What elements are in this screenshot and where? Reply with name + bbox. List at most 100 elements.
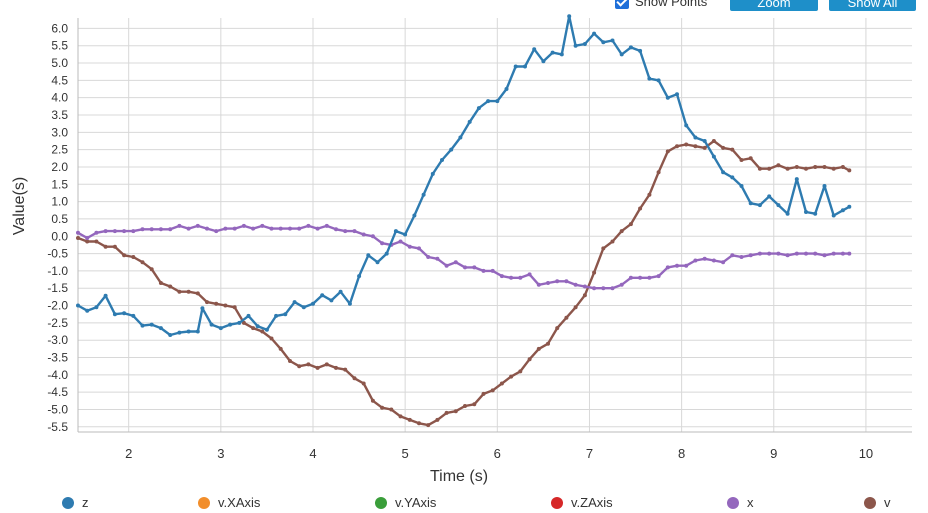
point-z bbox=[255, 324, 260, 329]
point-v bbox=[417, 421, 421, 426]
point-x bbox=[232, 226, 237, 231]
legend-item-v-xaxis[interactable]: v.XAxis bbox=[198, 495, 260, 510]
grid-lines bbox=[77, 18, 912, 433]
point-v bbox=[555, 326, 560, 331]
point-x bbox=[840, 251, 845, 256]
point-x bbox=[444, 263, 449, 268]
point-v bbox=[453, 409, 458, 414]
y-tick-label: -0.5 bbox=[47, 247, 68, 261]
point-v bbox=[76, 236, 80, 240]
point-z bbox=[228, 322, 233, 327]
x-tick-label: 5 bbox=[402, 446, 409, 461]
legend-item-z[interactable]: z bbox=[62, 495, 89, 510]
point-v bbox=[232, 305, 237, 310]
point-v bbox=[334, 365, 338, 370]
zoom-button[interactable]: Zoom bbox=[730, 0, 818, 11]
point-x bbox=[278, 226, 283, 231]
legend-item-v-yaxis[interactable]: v.YAxis bbox=[375, 495, 436, 510]
legend-item-x[interactable]: x bbox=[727, 495, 754, 510]
point-x bbox=[721, 260, 726, 265]
point-z bbox=[449, 147, 454, 152]
point-z bbox=[601, 40, 606, 45]
point-v bbox=[269, 336, 274, 341]
point-z bbox=[200, 306, 205, 311]
point-z bbox=[246, 313, 251, 318]
show-points-checkbox[interactable] bbox=[615, 0, 629, 9]
point-x bbox=[536, 282, 541, 287]
point-x bbox=[205, 226, 209, 231]
point-z bbox=[513, 64, 518, 69]
point-v bbox=[177, 289, 182, 294]
point-z bbox=[112, 312, 117, 317]
point-v bbox=[840, 165, 845, 169]
point-z bbox=[822, 184, 827, 188]
point-v bbox=[195, 291, 200, 296]
point-v bbox=[426, 423, 431, 428]
point-v bbox=[140, 260, 145, 265]
point-z bbox=[628, 45, 633, 50]
point-v bbox=[324, 362, 329, 367]
point-v bbox=[398, 414, 403, 419]
point-x bbox=[592, 286, 597, 291]
point-x bbox=[463, 265, 467, 270]
point-x bbox=[158, 227, 163, 232]
show-points-toggle[interactable]: Show Points bbox=[615, 0, 707, 9]
point-z bbox=[311, 301, 315, 306]
point-x bbox=[518, 275, 523, 280]
x-tick-label: 8 bbox=[678, 446, 685, 461]
point-z bbox=[476, 106, 481, 111]
y-tick-label: 5.5 bbox=[51, 39, 68, 53]
point-z bbox=[458, 135, 463, 140]
point-x bbox=[251, 226, 256, 231]
point-x bbox=[94, 230, 99, 235]
point-z bbox=[421, 192, 426, 197]
point-v bbox=[380, 405, 385, 410]
point-v bbox=[361, 381, 366, 386]
point-z bbox=[177, 330, 182, 335]
point-v bbox=[610, 239, 615, 244]
point-z bbox=[675, 92, 679, 97]
legend-marker-icon bbox=[198, 496, 210, 509]
point-z bbox=[550, 50, 555, 55]
y-tick-labels: 6.0 5.5 5.0 4.5 4.0 3.5 3.0 2.5 2.0 1.5 1.0 0.5 0.0 -… bbox=[47, 21, 68, 433]
point-x bbox=[334, 227, 338, 232]
legend-marker-icon bbox=[551, 496, 563, 509]
point-z bbox=[403, 232, 408, 237]
legend-marker-icon bbox=[727, 496, 739, 509]
point-z bbox=[647, 76, 652, 81]
point-x bbox=[370, 234, 375, 239]
x-tick-labels: 2 3 4 5 6 7 8 9 10 bbox=[125, 446, 873, 461]
legend-item-v[interactable]: v bbox=[864, 495, 891, 510]
point-v bbox=[85, 239, 90, 244]
point-x bbox=[638, 275, 643, 280]
point-x bbox=[297, 226, 302, 231]
point-x bbox=[555, 279, 560, 284]
legend-label: v bbox=[884, 495, 891, 510]
x-tick-label: 6 bbox=[494, 446, 501, 461]
point-v bbox=[463, 404, 467, 408]
point-z bbox=[393, 229, 398, 234]
point-x bbox=[361, 232, 366, 237]
point-v bbox=[804, 166, 808, 171]
point-x bbox=[693, 258, 698, 263]
legend-item-v-zaxis[interactable]: v.ZAxis bbox=[551, 495, 613, 510]
point-v bbox=[168, 284, 173, 289]
point-v bbox=[785, 166, 790, 171]
y-tick-label: 6.0 bbox=[51, 21, 68, 35]
point-z bbox=[794, 177, 799, 182]
point-v bbox=[656, 170, 661, 175]
show-all-button[interactable]: Show All bbox=[829, 0, 916, 11]
point-z bbox=[412, 213, 417, 218]
point-z bbox=[329, 298, 334, 303]
point-z bbox=[785, 211, 790, 216]
point-z bbox=[237, 320, 242, 325]
point-v bbox=[214, 301, 219, 306]
point-x bbox=[122, 229, 127, 234]
point-z bbox=[264, 327, 269, 332]
point-v bbox=[647, 192, 652, 197]
point-x bbox=[582, 284, 587, 289]
point-z bbox=[739, 184, 744, 188]
point-z bbox=[375, 260, 380, 265]
y-tick-label: 4.5 bbox=[51, 73, 68, 87]
point-z bbox=[767, 194, 772, 199]
